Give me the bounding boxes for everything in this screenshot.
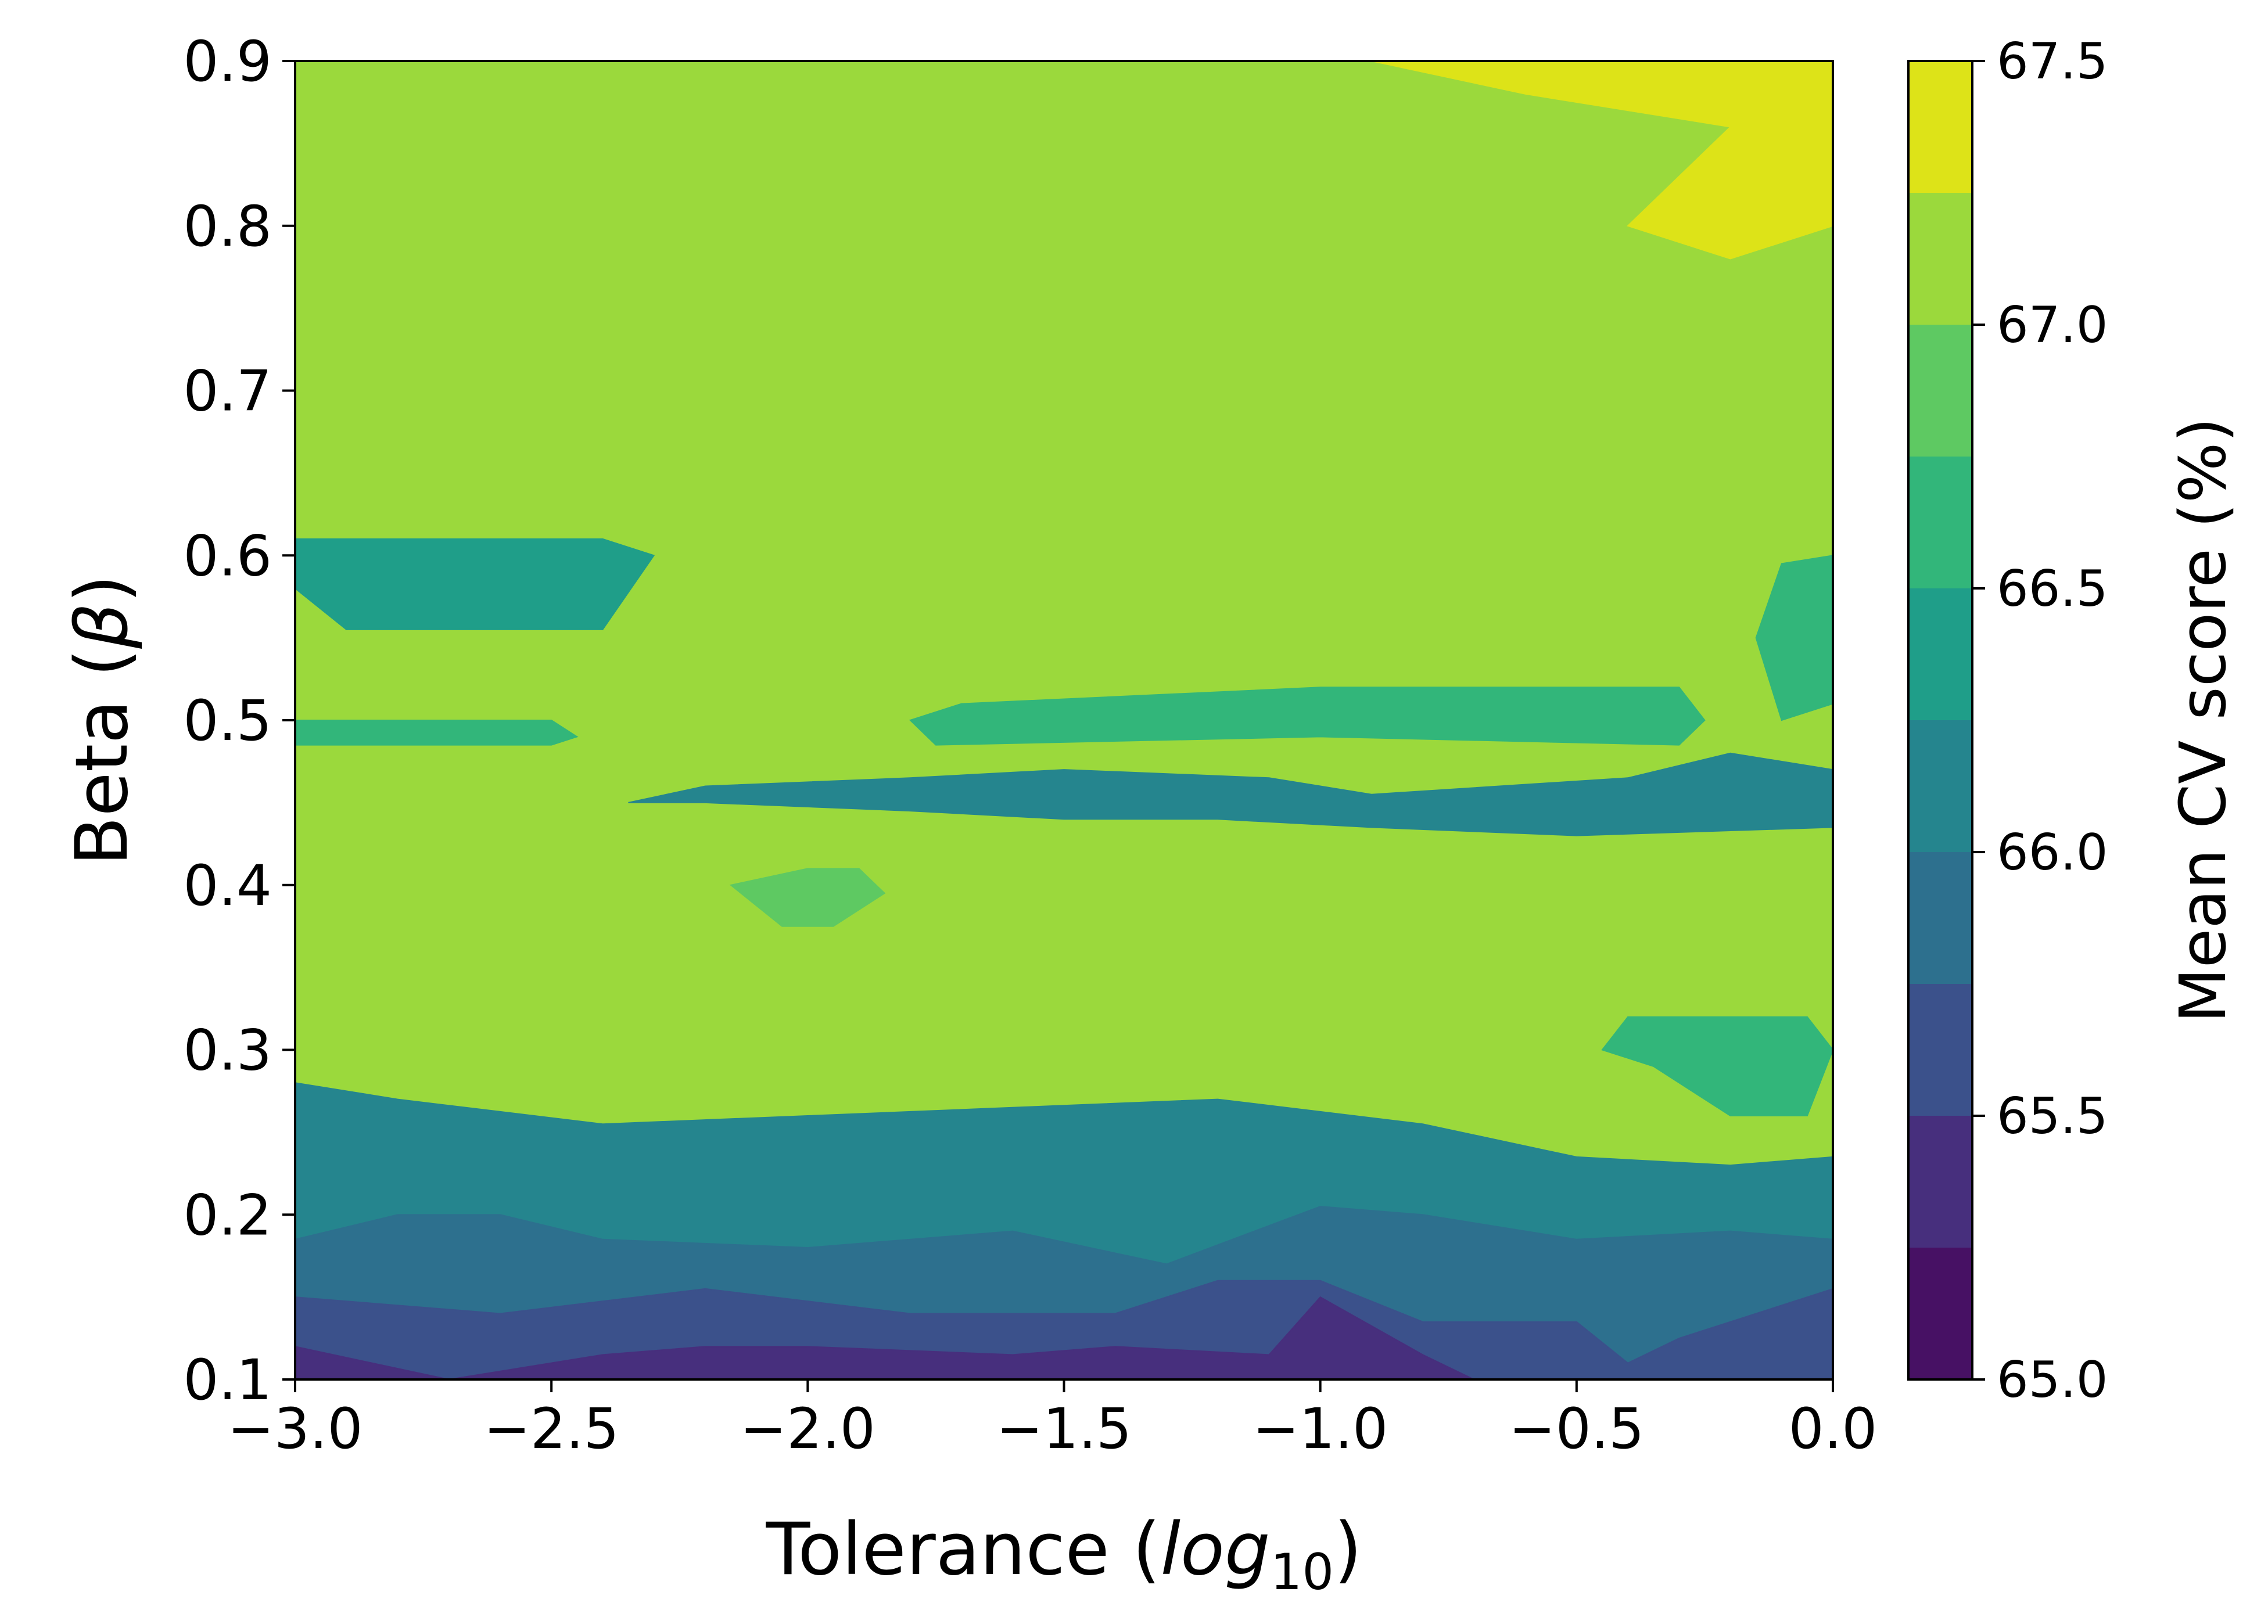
colorbar-segment — [1908, 1248, 1972, 1379]
y-tick-label: 0.9 — [183, 29, 272, 94]
colorbar-tick-label: 65.0 — [1997, 1351, 2108, 1409]
y-axis-label-close: ) — [60, 574, 144, 602]
x-tick-label: −2.0 — [740, 1396, 875, 1461]
colorbar-tick-label: 65.5 — [1997, 1087, 2108, 1145]
colorbar-segment — [1908, 984, 1972, 1116]
contour-band-18-0 — [1601, 1016, 1833, 1116]
colorbar-frame — [1907, 60, 1973, 1381]
y-axis-label-text: Beta ( — [60, 649, 144, 866]
colorbar-segment — [1908, 457, 1972, 588]
y-axis: 0.1 0.2 0.3 0.4 0.5 0.6 0.7 0.8 0.9 — [183, 29, 295, 1413]
colorbar-segment — [1908, 588, 1972, 720]
x-axis-label: Tolerance (log10) — [766, 1508, 1362, 1601]
x-tick-label: −1.0 — [1253, 1396, 1388, 1461]
y-tick-label: 0.3 — [183, 1018, 272, 1083]
x-tick-label: 0.0 — [1789, 1396, 1878, 1461]
y-tick-label: 0.7 — [183, 359, 272, 424]
colorbar-segment — [1908, 720, 1972, 852]
colorbar-tick-label: 67.0 — [1997, 296, 2108, 354]
y-tick-label: 0.6 — [183, 523, 272, 588]
contour-band-8-0 — [1269, 61, 1833, 260]
contour-band-12-0 — [295, 1296, 1833, 1379]
colorbar-label: Mean CV score (%) — [2166, 418, 2240, 1023]
y-tick-label: 0.2 — [183, 1183, 272, 1248]
y-tick-label: 0.4 — [183, 853, 272, 918]
y-tick-label: 0.8 — [183, 194, 272, 259]
x-tick-label: −2.5 — [484, 1396, 619, 1461]
y-axis-label: Beta (β) — [60, 574, 144, 865]
x-tick-label: −3.0 — [227, 1396, 363, 1461]
y-tick-label: 0.1 — [183, 1348, 272, 1413]
contour-band-13-0 — [295, 538, 655, 630]
y-tick-label: 0.5 — [183, 688, 272, 753]
colorbar-segment — [1908, 325, 1972, 457]
colorbar: 65.0 65.5 66.0 66.5 67.0 67.5 — [1907, 33, 2108, 1409]
contour-band-15-0 — [909, 687, 1706, 746]
contour-band-19-0 — [1755, 555, 1833, 721]
x-axis: −3.0 −2.5 −2.0 −1.5 −1.0 −0.5 0.0 — [227, 1379, 1877, 1461]
x-axis-label-close: ) — [1334, 1508, 1362, 1591]
contour-band-16-0 — [295, 720, 579, 746]
contour-band-17-0 — [729, 868, 886, 927]
colorbar-tick-label: 66.5 — [1997, 560, 2108, 618]
colorbar-segment — [1908, 61, 1972, 193]
colorbar-segment — [1908, 193, 1972, 325]
x-axis-label-subscript: 10 — [1271, 1543, 1334, 1601]
x-tick-label: −0.5 — [1509, 1396, 1644, 1461]
plot-area — [295, 61, 1833, 1379]
x-axis-label-math: log — [1161, 1508, 1271, 1591]
x-tick-label: −1.5 — [996, 1396, 1132, 1461]
colorbar-tick-label: 66.0 — [1997, 824, 2108, 882]
x-axis-label-text: Tolerance ( — [766, 1508, 1161, 1591]
y-axis-label-symbol: β — [60, 603, 144, 649]
colorbar-segment — [1908, 1116, 1972, 1248]
colorbar-segment — [1908, 852, 1972, 984]
contour-band-14-0 — [628, 752, 1833, 836]
colorbar-tick-label: 67.5 — [1997, 33, 2108, 91]
